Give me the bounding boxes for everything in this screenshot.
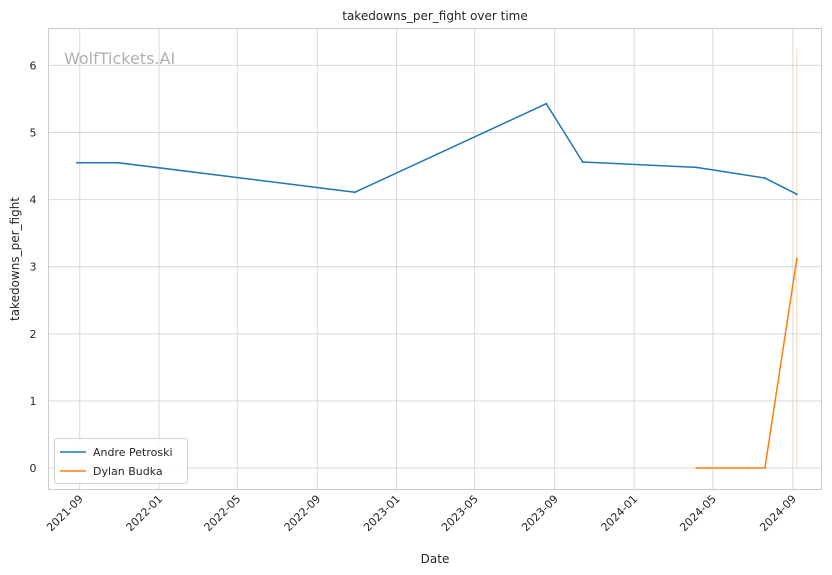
y-tick-label: 3	[30, 261, 37, 274]
y-tick-label: 5	[30, 127, 37, 140]
x-tick-label: 2022-09	[282, 492, 324, 534]
data-point-andre-petroski	[763, 177, 766, 180]
x-tick-label: 2023-01	[361, 492, 403, 534]
data-point-dylan-budka	[763, 467, 766, 470]
x-tick-label: 2024-09	[757, 492, 799, 534]
data-point-dylan-budka	[695, 467, 698, 470]
x-tick-label: 2024-05	[677, 492, 719, 534]
data-point-andre-petroski	[695, 166, 698, 169]
series-line-andre-petroski	[77, 102, 798, 195]
watermark: WolfTickets.AI	[64, 49, 175, 68]
x-tick-label: 2022-01	[124, 492, 166, 534]
x-tick-label: 2023-05	[439, 492, 481, 534]
x-tick-label: 2021-09	[44, 492, 86, 534]
x-tick-label: 2022-05	[202, 492, 244, 534]
x-axis-ticks: 2021-09 2022-01 2022-05 2022-09 2023-01 2023-…	[44, 492, 799, 534]
x-tick-label: 2023-09	[519, 492, 561, 534]
x-axis-label: Date	[421, 552, 450, 566]
x-tick-label: 2024-01	[599, 492, 641, 534]
series-layer	[76, 48, 798, 470]
data-point-andre-petroski	[117, 161, 120, 164]
y-tick-label: 2	[30, 328, 37, 341]
legend: Andre Petroski Dylan Budka	[54, 438, 188, 484]
y-axis-label: takedowns_per_fight	[8, 197, 22, 321]
legend-label-dylan-budka: Dylan Budka	[93, 465, 163, 478]
chart-title: takedowns_per_fight over time	[342, 9, 528, 23]
y-tick-label: 4	[30, 194, 37, 207]
data-point-dylan-budka	[795, 257, 798, 260]
data-point-andre-petroski	[76, 161, 79, 164]
series-line-dylan-budka	[696, 258, 798, 469]
data-point-andre-petroski	[581, 161, 584, 164]
plot-frame	[48, 28, 822, 490]
legend-label-andre-petroski: Andre Petroski	[93, 446, 173, 459]
y-tick-label: 1	[30, 395, 37, 408]
data-point-andre-petroski	[545, 102, 548, 105]
data-point-andre-petroski	[795, 193, 798, 196]
legend-box	[54, 438, 188, 484]
grid	[48, 28, 822, 490]
data-point-andre-petroski	[353, 191, 356, 194]
y-tick-label: 0	[30, 462, 37, 475]
y-axis-ticks: 0 1 2 3 4 5 6	[30, 59, 37, 475]
y-tick-label: 6	[30, 59, 37, 72]
